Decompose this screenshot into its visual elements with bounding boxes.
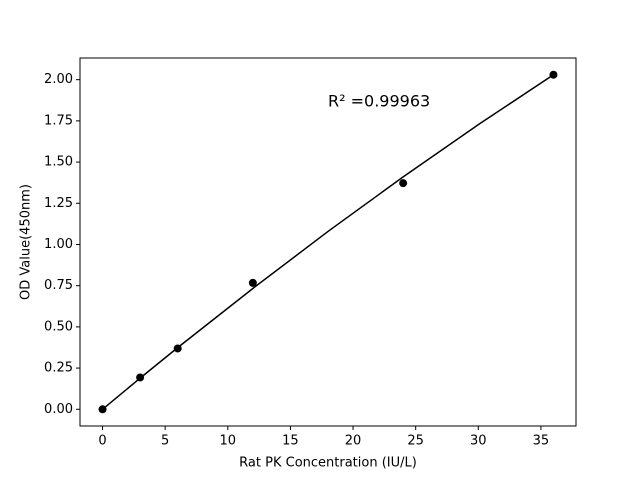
data-point [399,179,408,188]
y-axis-label: OD Value(450nm) [19,184,34,300]
y-tick-label: 1.00 [44,237,73,252]
x-tick-label: 15 [282,434,299,449]
y-tick-label: 1.25 [44,196,73,211]
y-tick-label: 2.00 [44,72,73,87]
x-tick-label: 35 [533,434,550,449]
y-tick-label: 0.50 [44,319,73,334]
y-tick-label: 1.50 [44,155,73,170]
data-point [248,278,257,287]
x-tick-label: 30 [470,434,487,449]
plot-frame [79,57,577,427]
x-tick-label: 25 [407,434,424,449]
x-tick-label: 10 [220,434,237,449]
fit-line [102,74,554,410]
y-tick-label: 0.25 [44,361,73,376]
y-tick-label: 0.00 [44,402,73,417]
annotation: R² =0.99963 [328,92,430,111]
x-axis-label: Rat PK Concentration (IU/L) [239,456,417,471]
y-tick-label: 1.75 [44,113,73,128]
x-tick-label: 5 [161,434,169,449]
x-tick-label: 0 [98,434,106,449]
y-tick-label: 0.75 [44,278,73,293]
x-tick-label: 20 [345,434,362,449]
